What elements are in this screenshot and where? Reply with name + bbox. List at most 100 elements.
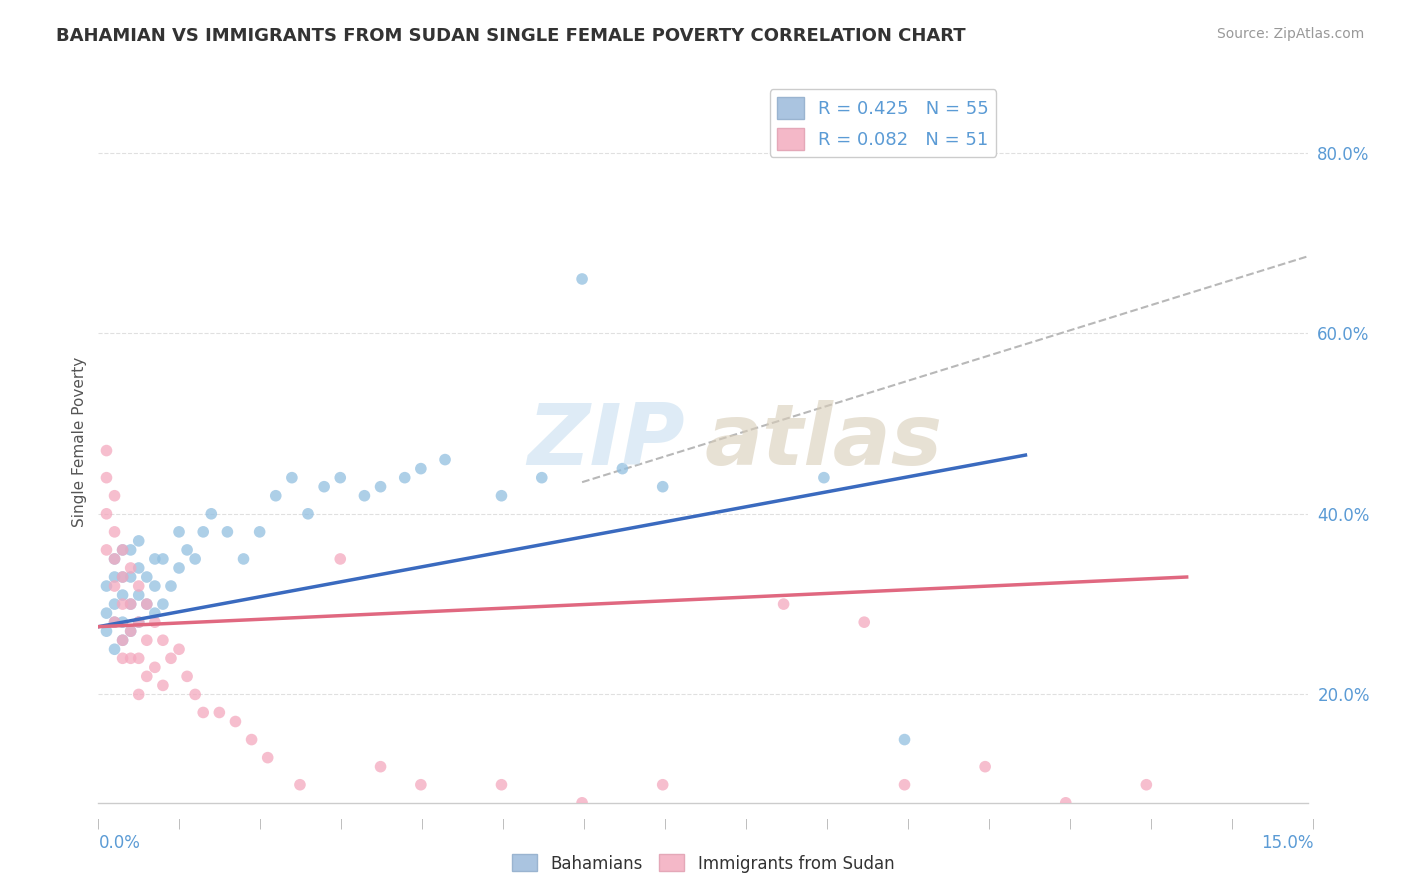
Point [184,687,207,701]
Point [143,660,166,674]
Point [120,561,142,575]
Point [409,461,432,475]
Point [135,633,157,648]
Point [111,542,134,557]
Point [135,597,157,611]
Point [111,542,134,557]
Point [353,489,375,503]
Text: |: | [177,819,181,830]
Point [813,471,835,485]
Point [143,615,166,630]
Point [103,597,125,611]
Legend: R = 0.425   N = 55, R = 0.082   N = 51: R = 0.425 N = 55, R = 0.082 N = 51 [769,89,997,157]
Point [240,732,263,747]
Point [103,615,125,630]
Point [409,778,432,792]
Point [264,489,287,503]
Point [853,615,876,630]
Point [772,597,794,611]
Point [96,471,118,485]
Text: |: | [825,819,830,830]
Text: |: | [97,819,100,830]
Point [96,542,118,557]
Point [103,552,125,566]
Text: |: | [664,819,666,830]
Text: Source: ZipAtlas.com: Source: ZipAtlas.com [1216,27,1364,41]
Point [571,796,593,810]
Point [167,524,190,539]
Point [217,524,239,539]
Point [612,461,634,475]
Text: |: | [502,819,505,830]
Point [152,678,174,692]
Point [111,570,134,584]
Text: |: | [259,819,262,830]
Point [224,714,246,729]
Legend: Bahamians, Immigrants from Sudan: Bahamians, Immigrants from Sudan [505,847,901,880]
Point [281,471,304,485]
Text: |: | [987,819,991,830]
Point [176,669,198,683]
Point [128,687,150,701]
Point [128,615,150,630]
Point [128,561,150,575]
Text: 15.0%: 15.0% [1261,834,1313,852]
Text: |: | [1150,819,1153,830]
Point [200,507,222,521]
Point [297,507,319,521]
Point [394,471,416,485]
Text: |: | [1069,819,1071,830]
Point [120,597,142,611]
Point [96,624,118,639]
Point [128,533,150,548]
Point [167,561,190,575]
Text: |: | [1312,819,1315,830]
Point [571,272,593,286]
Point [111,633,134,648]
Point [111,615,134,630]
Point [314,480,336,494]
Point [120,624,142,639]
Point [103,579,125,593]
Point [135,597,157,611]
Point [651,480,673,494]
Point [120,624,142,639]
Point [128,615,150,630]
Point [249,524,271,539]
Point [152,552,174,566]
Point [143,552,166,566]
Text: |: | [420,819,425,830]
Point [128,588,150,602]
Point [111,633,134,648]
Point [651,778,673,792]
Point [120,542,142,557]
Point [128,651,150,665]
Text: |: | [745,819,748,830]
Point [96,606,118,620]
Point [152,597,174,611]
Point [96,579,118,593]
Point [208,706,231,720]
Point [176,542,198,557]
Point [103,615,125,630]
Point [120,570,142,584]
Point [370,760,392,774]
Point [974,760,997,774]
Point [111,597,134,611]
Text: 0.0%: 0.0% [98,834,141,852]
Point [893,778,915,792]
Point [120,651,142,665]
Point [111,570,134,584]
Point [329,552,352,566]
Y-axis label: Single Female Poverty: Single Female Poverty [72,357,87,526]
Point [893,732,915,747]
Point [160,579,183,593]
Point [135,669,157,683]
Point [1135,778,1157,792]
Point [111,651,134,665]
Point [143,579,166,593]
Point [103,552,125,566]
Point [128,579,150,593]
Text: |: | [907,819,910,830]
Point [491,778,513,792]
